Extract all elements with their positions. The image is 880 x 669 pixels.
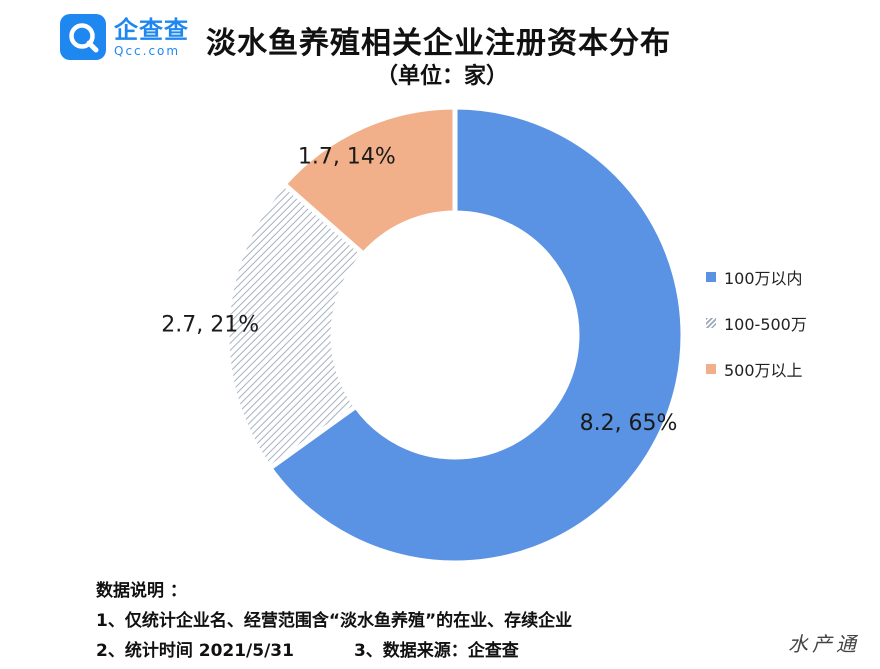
- notes-line-2: 2、统计时间 2021/5/31 3、数据来源：企查查: [96, 636, 572, 666]
- data-notes: 数据说明 ： 1、仅统计企业名、经营范围含“淡水鱼养殖”的在业、存续企业 2、统…: [96, 576, 572, 666]
- logo-subtext: Qcc.com: [114, 43, 181, 58]
- data-label: 1.7, 14%: [298, 144, 396, 169]
- legend-swatch: [706, 364, 716, 374]
- data-label: 8.2, 65%: [580, 411, 678, 436]
- logo-text: 企查查: [114, 15, 189, 44]
- notes-heading: 数据说明 ：: [96, 581, 187, 601]
- legend-item: 500万以上: [706, 358, 807, 380]
- donut-slice: [224, 180, 368, 472]
- qcc-logo: 企查查 Qcc.com: [60, 14, 189, 60]
- legend-label: 500万以上: [724, 361, 803, 380]
- legend-swatch: [706, 318, 716, 328]
- chart-subtitle: （单位：家）: [376, 64, 509, 89]
- legend-item: 100万以内: [706, 266, 807, 288]
- notes-line-2b: 3、数据来源：企查查: [353, 641, 519, 661]
- chart-title: 淡水鱼养殖相关企业注册资本分布: [206, 26, 671, 61]
- watermark: 水产通: [788, 632, 860, 656]
- notes-line-1: 1、仅统计企业名、经营范围含“淡水鱼养殖”的在业、存续企业: [96, 611, 573, 631]
- legend-swatch: [706, 272, 716, 282]
- qcc-logo-icon: [60, 14, 106, 60]
- legend-label: 100-500万: [724, 315, 807, 334]
- donut-slice: [280, 104, 458, 258]
- chart-legend: 100万以内 100-500万 500万以上: [706, 266, 807, 404]
- legend-item: 100-500万: [706, 312, 807, 334]
- donut-slice: [266, 104, 686, 566]
- notes-line-2a: 2、统计时间 2021/5/31: [96, 641, 294, 661]
- legend-label: 100万以内: [724, 269, 803, 288]
- data-label: 2.7, 21%: [161, 312, 259, 337]
